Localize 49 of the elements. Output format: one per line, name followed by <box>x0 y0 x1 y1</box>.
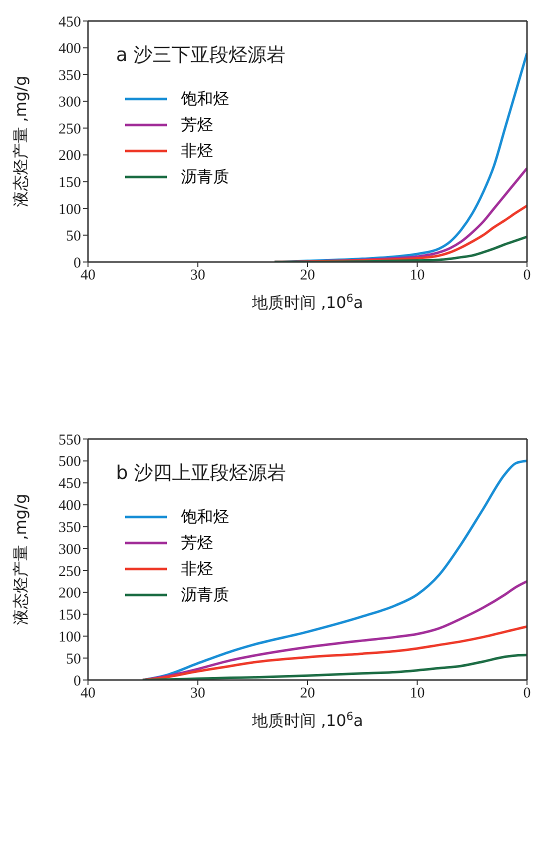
x-tick-label: 0 <box>523 686 531 702</box>
y-tick-label: 0 <box>74 255 81 272</box>
y-tick-label: 350 <box>58 520 81 536</box>
legend-label: 芳烃 <box>181 532 213 554</box>
y-tick-label: 350 <box>58 68 81 84</box>
y-tick-label: 150 <box>58 174 81 191</box>
x-tick-label: 40 <box>80 268 96 284</box>
x-tick-label: 10 <box>410 686 425 702</box>
y-tick-label: 400 <box>58 41 81 58</box>
line-series <box>142 654 527 680</box>
y-tick-label: 550 <box>58 432 81 448</box>
legend-label: 沥青质 <box>181 166 229 188</box>
legend-label: 饱和烃 <box>181 506 229 528</box>
x-tick-label: 20 <box>300 686 315 702</box>
y-tick-label: 300 <box>58 94 81 111</box>
y-tick-label: 200 <box>58 586 81 602</box>
y-tick-label: 250 <box>58 121 81 138</box>
x-tick-label: 20 <box>300 268 315 284</box>
y-tick-label: 450 <box>58 476 81 492</box>
annotation: a 沙三下亚段烃源岩 <box>116 43 286 68</box>
y-tick-label: 450 <box>58 14 81 30</box>
y-tick-label: 250 <box>58 564 81 580</box>
x-tick-label: 30 <box>190 268 206 284</box>
y-tick-label: 300 <box>58 542 81 558</box>
x-tick-label: 30 <box>190 686 206 702</box>
y-tick-label: 0 <box>74 673 81 690</box>
legend-label: 非烃 <box>181 140 213 162</box>
line-series <box>273 236 527 262</box>
y-tick-label: 50 <box>66 228 81 245</box>
y-tick-label: 150 <box>58 608 81 624</box>
x-axis-title: 地质时间 ,10$^{6}$a <box>250 292 364 312</box>
line-series <box>142 625 527 680</box>
legend-label: 芳烃 <box>181 114 213 136</box>
x-tick-label: 0 <box>523 268 531 284</box>
x-tick-label: 40 <box>80 686 96 702</box>
x-tick-label: 10 <box>410 268 425 284</box>
y-tick-label: 400 <box>58 498 81 514</box>
annotation: b 沙四上亚段烃源岩 <box>116 461 286 486</box>
y-tick-label: 100 <box>58 202 81 218</box>
x-axis-title: 地质时间 ,10$^{6}$a <box>250 710 364 730</box>
y-axis-title: 液态烃产量 ,mg/g <box>11 494 30 626</box>
y-tick-label: 500 <box>58 454 81 470</box>
y-tick-label: 200 <box>58 148 81 164</box>
y-tick-label: 100 <box>58 630 81 646</box>
legend-label: 饱和烃 <box>181 88 229 110</box>
legend-label: 非烃 <box>181 558 213 580</box>
y-axis-title: 液态烃产量 ,mg/g <box>11 76 30 208</box>
y-tick-label: 50 <box>66 651 81 668</box>
legend-label: 沥青质 <box>181 584 229 606</box>
